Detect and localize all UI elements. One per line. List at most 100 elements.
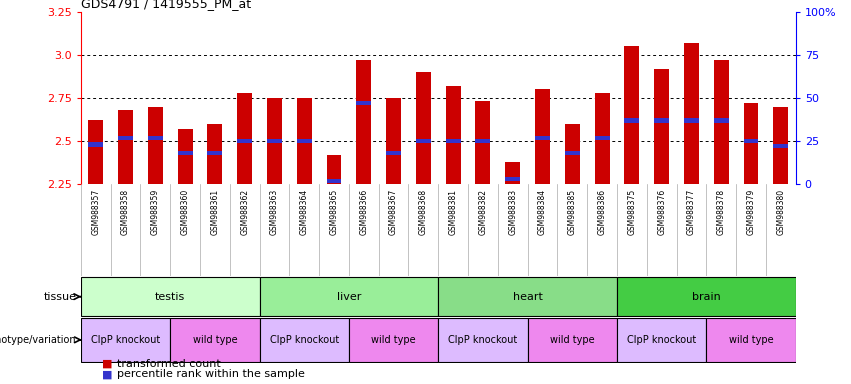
Bar [654,68,669,184]
Text: wild type: wild type [728,335,774,345]
Bar [654,118,669,122]
Bar [684,118,699,122]
Text: GSM988359: GSM988359 [151,189,160,235]
Bar [89,142,103,147]
Text: percentile rank within the sample: percentile rank within the sample [117,369,306,379]
Bar [118,110,133,184]
Bar [505,177,520,181]
Text: GSM988383: GSM988383 [508,189,517,235]
Text: liver: liver [337,291,361,302]
Text: GSM988378: GSM988378 [717,189,726,235]
Text: wild type: wild type [371,335,416,345]
Text: genotype/variation: genotype/variation [0,335,77,345]
Text: GSM988368: GSM988368 [419,189,428,235]
Text: GSM988358: GSM988358 [121,189,130,235]
Text: GSM988376: GSM988376 [657,189,666,235]
Bar [178,129,192,184]
Text: GSM988361: GSM988361 [210,189,220,235]
Bar [684,43,699,184]
Bar [617,277,796,316]
Bar [118,136,133,140]
Bar [267,139,282,143]
Text: GSM988380: GSM988380 [776,189,785,235]
Bar [416,72,431,184]
Bar [416,139,431,143]
Text: testis: testis [155,291,186,302]
Bar [438,277,617,316]
Bar [446,139,460,143]
Text: GSM988379: GSM988379 [746,189,756,235]
Bar [178,151,192,156]
Bar [208,124,222,184]
Text: tissue: tissue [43,291,77,302]
Text: brain: brain [692,291,721,302]
Text: GSM988377: GSM988377 [687,189,696,235]
Bar [357,101,371,105]
Bar [565,124,580,184]
Text: wild type: wild type [550,335,595,345]
Text: GSM988385: GSM988385 [568,189,577,235]
Text: GSM988363: GSM988363 [270,189,279,235]
Bar [148,106,163,184]
Text: GSM988366: GSM988366 [359,189,368,235]
Text: GSM988362: GSM988362 [240,189,249,235]
Bar [297,98,311,184]
Bar [327,155,341,184]
Bar [237,93,252,184]
Bar [535,89,550,184]
Bar [625,46,639,184]
Bar [237,139,252,143]
Bar [565,151,580,156]
Bar [625,118,639,122]
Bar [617,318,706,362]
Bar [386,98,401,184]
Text: ClpP knockout: ClpP knockout [627,335,696,345]
Bar [81,318,170,362]
Text: GSM988360: GSM988360 [180,189,190,235]
Text: GSM988357: GSM988357 [91,189,100,235]
Text: ClpP knockout: ClpP knockout [91,335,160,345]
Bar [774,144,788,149]
Bar [595,93,609,184]
Bar [349,318,438,362]
Bar [714,118,728,122]
Bar [535,136,550,140]
Text: GSM988382: GSM988382 [478,189,488,235]
Text: ClpP knockout: ClpP knockout [448,335,517,345]
Bar [260,277,438,316]
Bar [260,318,349,362]
Bar [81,277,260,316]
Bar [148,136,163,140]
Bar [208,151,222,156]
Text: ■: ■ [102,359,112,369]
Text: GSM988381: GSM988381 [448,189,458,235]
Bar [714,60,728,184]
Text: GSM988364: GSM988364 [300,189,309,235]
Text: ClpP knockout: ClpP knockout [270,335,339,345]
Bar [327,179,341,183]
Bar [774,106,788,184]
Text: GSM988365: GSM988365 [329,189,339,235]
Bar [476,139,490,143]
Bar [89,120,103,184]
Text: ■: ■ [102,369,112,379]
Bar [744,103,758,184]
Text: GDS4791 / 1419555_PM_at: GDS4791 / 1419555_PM_at [81,0,251,10]
Bar [706,318,796,362]
Bar [386,151,401,156]
Bar [476,101,490,184]
Text: GSM988384: GSM988384 [538,189,547,235]
Text: heart: heart [512,291,543,302]
Bar [505,162,520,184]
Bar [595,136,609,140]
Bar [446,86,460,184]
Bar [297,139,311,143]
Bar [357,60,371,184]
Text: transformed count: transformed count [117,359,221,369]
Bar [438,318,528,362]
Text: GSM988386: GSM988386 [597,189,607,235]
Bar [170,318,260,362]
Bar [528,318,617,362]
Text: GSM988367: GSM988367 [389,189,398,235]
Text: wild type: wild type [192,335,237,345]
